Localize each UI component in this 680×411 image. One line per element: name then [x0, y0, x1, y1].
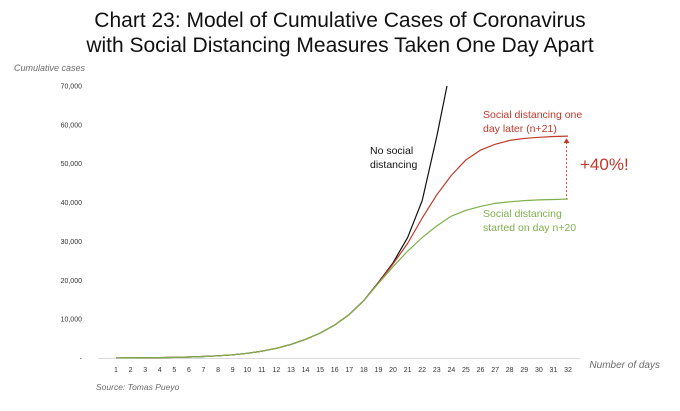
x-tick-label: 25: [462, 367, 470, 374]
x-tick-label: 14: [302, 367, 310, 374]
x-tick-label: 13: [287, 367, 295, 374]
x-tick-label: 18: [360, 367, 368, 374]
y-tick-label: 70,000: [61, 84, 83, 91]
y-tick-labels: - 10,000 20,000 30,000 40,000 50,000 60,000 70,…: [61, 84, 83, 363]
source-note: Source: Tomas Pueyo: [96, 382, 180, 392]
x-tick-label: 27: [491, 367, 499, 374]
y-tick-label: 20,000: [61, 278, 83, 285]
x-tick-label: 24: [447, 367, 455, 374]
x-tick-label: 10: [243, 367, 251, 374]
annotation-n21: Social distancing one day later (n+21): [483, 109, 585, 135]
annotation-n21-line-1: Social distancing one: [483, 109, 582, 121]
x-tick-label: 2: [129, 367, 133, 374]
chart-title-line-2: with Social Distancing Measures Taken On…: [85, 34, 594, 57]
x-tick-label: 28: [506, 367, 514, 374]
x-tick-label: 26: [477, 367, 485, 374]
x-tick-label: 8: [216, 367, 220, 374]
x-axis-label: Number of days: [589, 360, 660, 371]
x-tick-label: 7: [202, 367, 206, 374]
annotation-n20: Social distancing started on day n+20: [483, 208, 576, 234]
x-tick-label: 23: [433, 367, 441, 374]
x-tick-label: 15: [316, 367, 324, 374]
x-tick-label: 31: [550, 367, 558, 374]
x-tick-label: 12: [272, 367, 280, 374]
annotation-delta-percent: +40%!: [580, 155, 629, 174]
annotation-n21-line-2: day later (n+21): [483, 123, 557, 135]
series-lines: [115, 85, 569, 359]
y-tick-label: 10,000: [61, 317, 83, 324]
x-tick-label: 4: [158, 367, 162, 374]
chart-title-line-1: Chart 23: Model of Cumulative Cases of C…: [94, 9, 585, 32]
x-tick-label: 1: [114, 367, 118, 374]
annotation-n20-line-2: started on day n+20: [483, 222, 576, 234]
y-axis-label: Cumulative cases: [14, 63, 86, 73]
x-tick-label: 9: [231, 367, 235, 374]
x-tick-label: 32: [564, 367, 572, 374]
x-tick-label: 20: [389, 367, 397, 374]
x-tick-label: 5: [172, 367, 176, 374]
x-tick-label: 17: [345, 367, 353, 374]
series-line-none: [115, 85, 448, 359]
x-tick-label: 21: [404, 367, 412, 374]
x-tick-label: 3: [143, 367, 147, 374]
x-tick-label: 16: [331, 367, 339, 374]
y-tick-label: 30,000: [61, 239, 83, 246]
series-line-n20: [115, 198, 569, 359]
x-tick-label: 19: [375, 367, 383, 374]
annotation-no-distancing-line-2: distancing: [370, 159, 417, 171]
y-tick-label: 40,000: [61, 200, 83, 207]
x-tick-label: 6: [187, 367, 191, 374]
annotation-no-distancing-line-1: No social: [370, 145, 413, 157]
x-tick-label: 29: [520, 367, 528, 374]
y-tick-label: -: [80, 356, 83, 363]
y-tick-label: 60,000: [61, 122, 83, 129]
x-tick-label: 30: [535, 367, 543, 374]
annotation-no-distancing: No social distancing: [370, 145, 417, 171]
annotation-n20-line-1: Social distancing: [483, 208, 562, 220]
y-tick-label: 50,000: [61, 161, 83, 168]
series-line-n21: [115, 135, 569, 359]
x-tick-labels: 1 2 3 4 5 6 7 8 9 10 11 12 13 14 15 16 17 18 19 20 21 22 23 24 2…: [114, 367, 572, 374]
delta-marker: [563, 138, 570, 200]
x-tick-label: 11: [258, 367, 265, 374]
x-tick-label: 22: [418, 367, 426, 374]
delta-arrowhead: [563, 138, 570, 144]
